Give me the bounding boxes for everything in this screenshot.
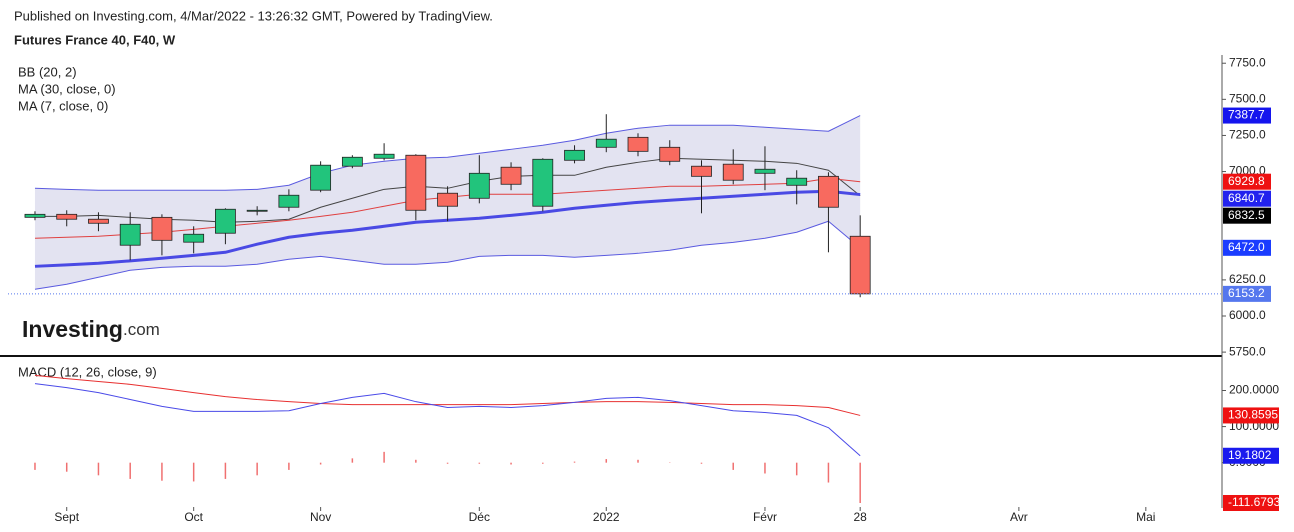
candle-body bbox=[437, 192, 458, 207]
candle-body bbox=[278, 194, 300, 208]
value-badge bbox=[1223, 173, 1271, 190]
candle-body bbox=[722, 163, 744, 181]
candle-body bbox=[405, 154, 427, 211]
y-tick-label: 5750.0 bbox=[1229, 344, 1266, 358]
candle-body bbox=[310, 164, 332, 191]
candle-body bbox=[151, 216, 173, 241]
value-badge bbox=[1223, 285, 1271, 302]
x-tick-label: Oct bbox=[184, 510, 203, 524]
value-badge bbox=[1223, 494, 1279, 511]
x-tick-label: Mai bbox=[1136, 510, 1155, 524]
y-tick-label: 6250.0 bbox=[1229, 272, 1266, 286]
candle-body bbox=[183, 233, 205, 243]
chart-title: Futures France 40, F40, W bbox=[14, 32, 176, 47]
logo: Investing.com bbox=[22, 316, 160, 342]
value-badge bbox=[1223, 107, 1271, 124]
legend-entry: MA (7, close, 0) bbox=[18, 98, 108, 113]
candle-body bbox=[119, 223, 141, 246]
band-upper bbox=[34, 115, 861, 191]
logo-suffix: .com bbox=[123, 320, 160, 339]
candle-body bbox=[595, 138, 617, 148]
value-badge-label: 19.1802 bbox=[1228, 448, 1272, 462]
candle-body bbox=[659, 146, 681, 162]
x-tick-label: Févr bbox=[753, 510, 777, 524]
value-badge-label: 6832.5 bbox=[1228, 208, 1265, 222]
y-tick-label: 200.0000 bbox=[1229, 383, 1279, 397]
candle-body bbox=[786, 177, 808, 186]
candle-body bbox=[754, 168, 776, 174]
y-tick-label: 7750.0 bbox=[1229, 55, 1266, 69]
value-badge bbox=[1223, 407, 1279, 424]
badges: 7387.7 6929.8 6840.7 6832.5 6472.0 6153.2 130.… bbox=[1223, 107, 1281, 511]
legend-entry: MACD (12, 26, close, 9) bbox=[18, 364, 157, 379]
x-tick-label: 2022 bbox=[593, 510, 620, 524]
value-badge bbox=[1223, 190, 1271, 207]
logo-name: Investing bbox=[22, 316, 123, 342]
candle-body bbox=[24, 213, 46, 218]
macd-line bbox=[34, 383, 861, 457]
x-tick-label: Nov bbox=[310, 510, 331, 524]
x-tick-label: Avr bbox=[1010, 510, 1028, 524]
value-badge bbox=[1223, 207, 1271, 224]
candle-body bbox=[373, 153, 395, 159]
candle-body bbox=[691, 165, 712, 177]
legend-entry: BB (20, 2) bbox=[18, 64, 77, 79]
value-badge-label: -111.6793 bbox=[1228, 495, 1281, 509]
candle-body bbox=[246, 209, 268, 212]
x-tick-label: Déc bbox=[469, 510, 490, 524]
candle-body bbox=[564, 149, 585, 161]
y-tick-label: 6000.0 bbox=[1229, 308, 1266, 322]
value-badge bbox=[1223, 239, 1271, 256]
value-badge-label: 6929.8 bbox=[1228, 174, 1265, 188]
published-note: Published on Investing.com, 4/Mar/2022 -… bbox=[14, 8, 493, 23]
value-badge-label: 130.8595 bbox=[1228, 408, 1278, 422]
band-lower bbox=[34, 220, 861, 290]
value-badge-label: 7387.7 bbox=[1228, 108, 1265, 122]
candle-body bbox=[849, 235, 871, 295]
x-tick-label: 28 bbox=[854, 510, 868, 524]
plot: 7750.07500.07250.07000.06250.06000.05750… bbox=[8, 55, 1279, 524]
y-tick-label: 7250.0 bbox=[1229, 128, 1266, 142]
value-badge-label: 6840.7 bbox=[1228, 191, 1265, 205]
candle-body bbox=[88, 218, 109, 224]
signal-line bbox=[34, 374, 861, 416]
candle-body bbox=[468, 172, 490, 199]
value-badge-label: 6472.0 bbox=[1228, 240, 1265, 254]
candle-body bbox=[56, 213, 78, 220]
candle-body bbox=[532, 158, 554, 207]
value-badge bbox=[1223, 447, 1279, 464]
candle-body bbox=[341, 156, 363, 167]
value-badge-label: 6153.2 bbox=[1228, 286, 1265, 300]
y-tick-label: 7500.0 bbox=[1229, 92, 1266, 106]
candle-body bbox=[627, 136, 649, 152]
candle-body bbox=[500, 166, 522, 185]
x-tick-label: Sept bbox=[54, 510, 79, 524]
candle-body bbox=[818, 175, 839, 208]
legend-entry: MA (30, close, 0) bbox=[18, 81, 116, 96]
candle-body bbox=[215, 208, 236, 234]
